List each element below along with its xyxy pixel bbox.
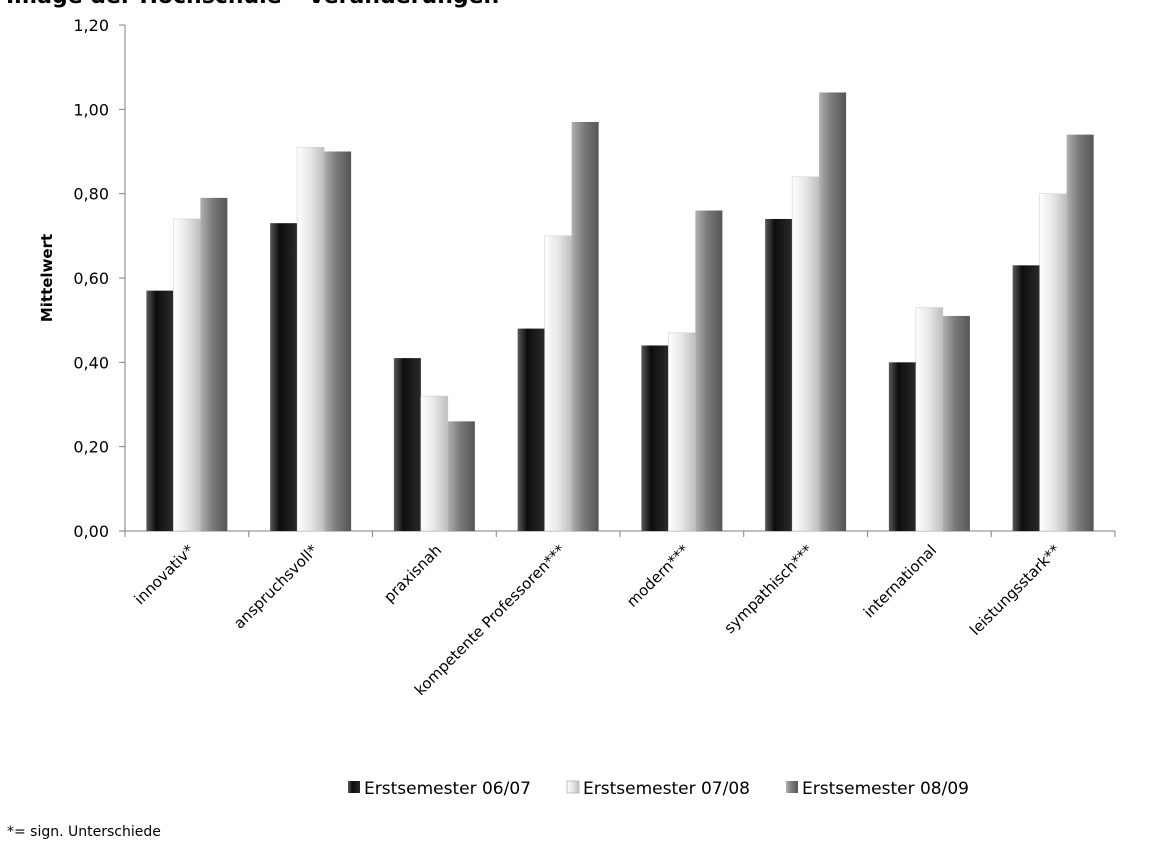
- bar: [819, 92, 847, 531]
- y-tick-label: 1,20: [73, 16, 109, 35]
- x-tick-label: praxisnah: [380, 541, 445, 606]
- bar: [915, 307, 944, 532]
- bar: [571, 121, 599, 531]
- legend-label: Erstsemester 07/08: [583, 779, 750, 799]
- bar: [791, 176, 820, 532]
- significance-footnote: *= sign. Unterschiede: [7, 824, 161, 840]
- bar: [668, 332, 696, 532]
- legend-label: Erstsemester 06/07: [364, 779, 531, 799]
- x-tick-label: kompetente Professoren***: [411, 541, 569, 699]
- bar: [888, 362, 916, 531]
- bar: [1039, 193, 1067, 532]
- bar: [544, 235, 572, 532]
- bar: [942, 315, 970, 531]
- bar: [324, 151, 352, 531]
- bar: [146, 290, 174, 531]
- x-tick-label: leistungsstark**: [966, 541, 1064, 639]
- y-tick-label: 0,20: [73, 438, 109, 457]
- y-axis-title: Mittelwert: [38, 234, 56, 322]
- bar: [420, 395, 449, 532]
- bar: [447, 421, 475, 531]
- y-tick-label: 0,60: [73, 269, 109, 288]
- bar: [641, 345, 669, 531]
- bar: [200, 197, 228, 531]
- bar: [765, 218, 793, 531]
- x-tick-label: international: [860, 541, 940, 621]
- x-tick-label: modern***: [623, 541, 693, 611]
- y-tick-label: 1,00: [73, 100, 109, 119]
- legend-label: Erstsemester 08/09: [802, 779, 969, 799]
- y-tick-label: 0,80: [73, 185, 109, 204]
- page-title: Image der Hochschule – Veränderungen: [6, 0, 499, 9]
- bar: [270, 223, 298, 531]
- bar: [173, 218, 201, 532]
- bar: [1012, 265, 1040, 531]
- y-tick-label: 0,40: [73, 353, 109, 372]
- bar: [695, 210, 723, 532]
- bar: [517, 328, 545, 531]
- y-tick-label: 0,00: [73, 522, 109, 541]
- x-tick-label: anspruchsvoll*: [230, 541, 322, 633]
- bar: [393, 358, 421, 531]
- x-tick-label: sympathisch***: [721, 541, 817, 637]
- legend-swatch: [786, 781, 798, 793]
- legend-swatch: [348, 781, 360, 793]
- legend-swatch: [566, 780, 580, 794]
- bar: [1066, 134, 1094, 531]
- x-tick-label: innovativ*: [131, 541, 198, 608]
- bar: [296, 147, 325, 532]
